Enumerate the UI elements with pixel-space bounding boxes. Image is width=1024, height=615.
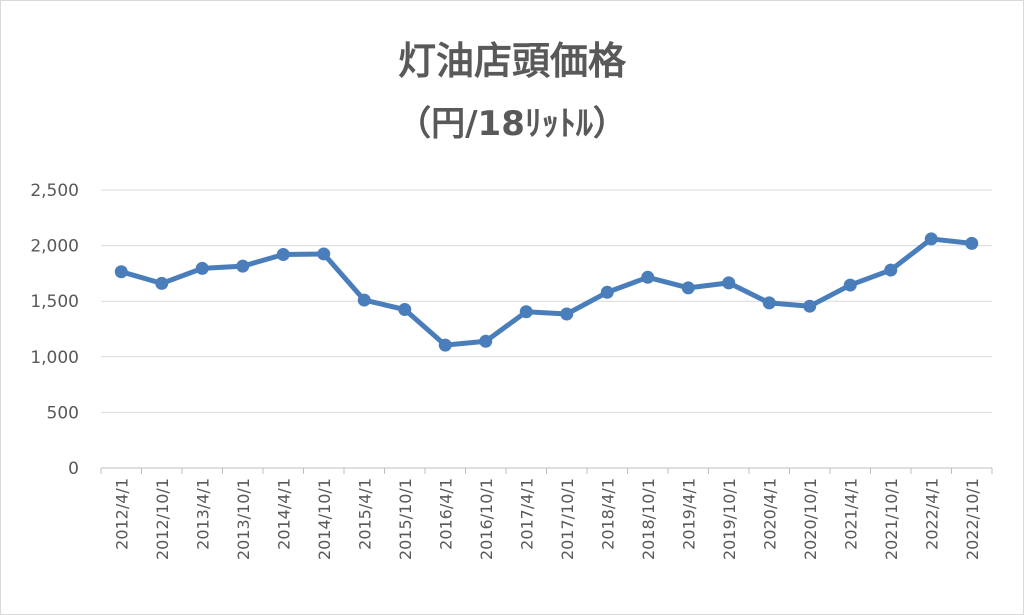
data-point: [722, 276, 736, 290]
data-point: [438, 338, 452, 352]
chart-title: 灯油店頭価格: [397, 39, 626, 83]
x-tick-label: 2016/10/1: [477, 478, 496, 560]
x-tick-label: 2022/4/1: [922, 478, 941, 550]
x-tick-label: 2012/4/1: [112, 478, 131, 550]
x-tick-label: 2017/10/1: [558, 478, 577, 560]
x-axis: 2012/4/1 2012/10/1 2013/4/1 2013/10/1 2014/4…: [100, 467, 993, 560]
data-point: [398, 303, 412, 317]
x-tick-label: 2014/4/1: [274, 478, 293, 550]
data-point: [681, 281, 695, 295]
x-tick-label: 2015/4/1: [355, 478, 374, 550]
x-tick-label: 2013/10/1: [234, 478, 253, 560]
x-tick-label: 2013/4/1: [193, 478, 212, 550]
data-point: [236, 259, 250, 273]
x-tick-label: 2022/10/1: [963, 478, 982, 560]
y-tick-label: 1,000: [30, 348, 79, 368]
data-point: [560, 307, 574, 321]
data-point: [762, 296, 776, 310]
data-point: [884, 263, 898, 277]
y-tick-label: 2,500: [30, 181, 79, 201]
x-tick-label: 2014/10/1: [315, 478, 334, 560]
data-point: [479, 334, 493, 348]
data-point: [641, 270, 655, 284]
data-point: [843, 278, 857, 292]
y-tick-label: 2,000: [30, 237, 79, 257]
x-tick-label: 2020/10/1: [801, 478, 820, 560]
data-point: [519, 305, 533, 319]
data-point: [155, 276, 169, 290]
chart-subtitle: （円/18ﾘｯﾄﾙ）: [397, 104, 627, 144]
x-tick-label: 2017/4/1: [517, 478, 536, 550]
x-tick-label: 2019/10/1: [720, 478, 739, 560]
data-point: [600, 285, 614, 299]
y-axis-ticks: 0 500 1,000 1,500 2,000 2,500: [30, 181, 79, 479]
data-point: [317, 247, 331, 261]
data-point: [357, 293, 371, 307]
series-line: [118, 236, 975, 348]
x-tick-label: 2012/10/1: [153, 478, 172, 560]
data-point: [195, 261, 209, 275]
x-tick-label: 2019/4/1: [679, 478, 698, 550]
series-line-path: [118, 236, 975, 348]
y-tick-label: 0: [68, 459, 79, 479]
y-tick-label: 1,500: [30, 292, 79, 312]
gridlines: [101, 189, 992, 413]
x-tick-label: 2018/4/1: [598, 478, 617, 550]
data-point: [276, 247, 290, 261]
y-tick-label: 500: [47, 403, 79, 423]
data-point: [114, 265, 128, 279]
x-tick-label: 2018/10/1: [639, 478, 658, 560]
series-markers: [114, 232, 979, 352]
x-tick-label: 2020/4/1: [760, 478, 779, 550]
x-tick-label: 2021/10/1: [882, 478, 901, 560]
x-tick-label: 2015/10/1: [396, 478, 415, 560]
data-point: [803, 299, 817, 313]
x-tick-label: 2021/4/1: [841, 478, 860, 550]
data-point: [965, 236, 979, 250]
x-tick-label: 2016/4/1: [436, 478, 455, 550]
data-point: [924, 232, 938, 246]
